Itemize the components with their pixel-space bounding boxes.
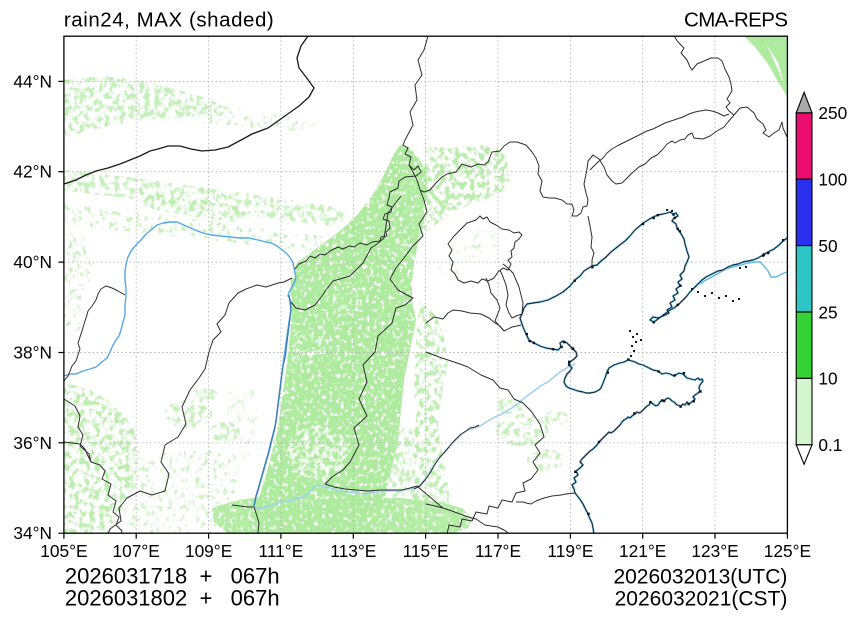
svg-text:2026031802 + 067h: 2026031802 + 067h	[65, 586, 280, 611]
svg-text:123°E: 123°E	[691, 541, 738, 561]
svg-text:117°E: 117°E	[475, 541, 521, 561]
svg-text:115°E: 115°E	[403, 541, 449, 561]
svg-text:121°E: 121°E	[619, 541, 666, 561]
svg-text:34°N: 34°N	[13, 523, 52, 543]
svg-text:44°N: 44°N	[13, 71, 52, 91]
svg-text:105°E: 105°E	[40, 541, 87, 561]
svg-text:40°N: 40°N	[13, 252, 52, 272]
svg-text:125°E: 125°E	[764, 541, 811, 561]
svg-text:42°N: 42°N	[13, 162, 52, 182]
svg-text:25: 25	[818, 302, 837, 322]
svg-text:119°E: 119°E	[547, 541, 593, 561]
svg-text:109°E: 109°E	[185, 541, 232, 561]
svg-text:0.1: 0.1	[818, 435, 842, 455]
svg-text:107°E: 107°E	[113, 541, 160, 561]
svg-text:50: 50	[818, 236, 837, 256]
svg-text:250: 250	[818, 103, 847, 123]
svg-text:113°E: 113°E	[330, 541, 376, 561]
svg-text:36°N: 36°N	[13, 433, 52, 453]
svg-text:CMA-REPS: CMA-REPS	[684, 9, 787, 32]
svg-text:10: 10	[818, 369, 837, 389]
svg-text:2026031718 + 067h: 2026031718 + 067h	[65, 564, 280, 589]
svg-text:38°N: 38°N	[13, 343, 52, 363]
svg-text:111°E: 111°E	[259, 541, 304, 561]
svg-text:100: 100	[818, 170, 847, 190]
svg-text:rain24, MAX (shaded): rain24, MAX (shaded)	[64, 9, 274, 32]
svg-text:2026032013(UTC): 2026032013(UTC)	[613, 566, 787, 589]
svg-text:2026032021(CST): 2026032021(CST)	[615, 588, 788, 611]
